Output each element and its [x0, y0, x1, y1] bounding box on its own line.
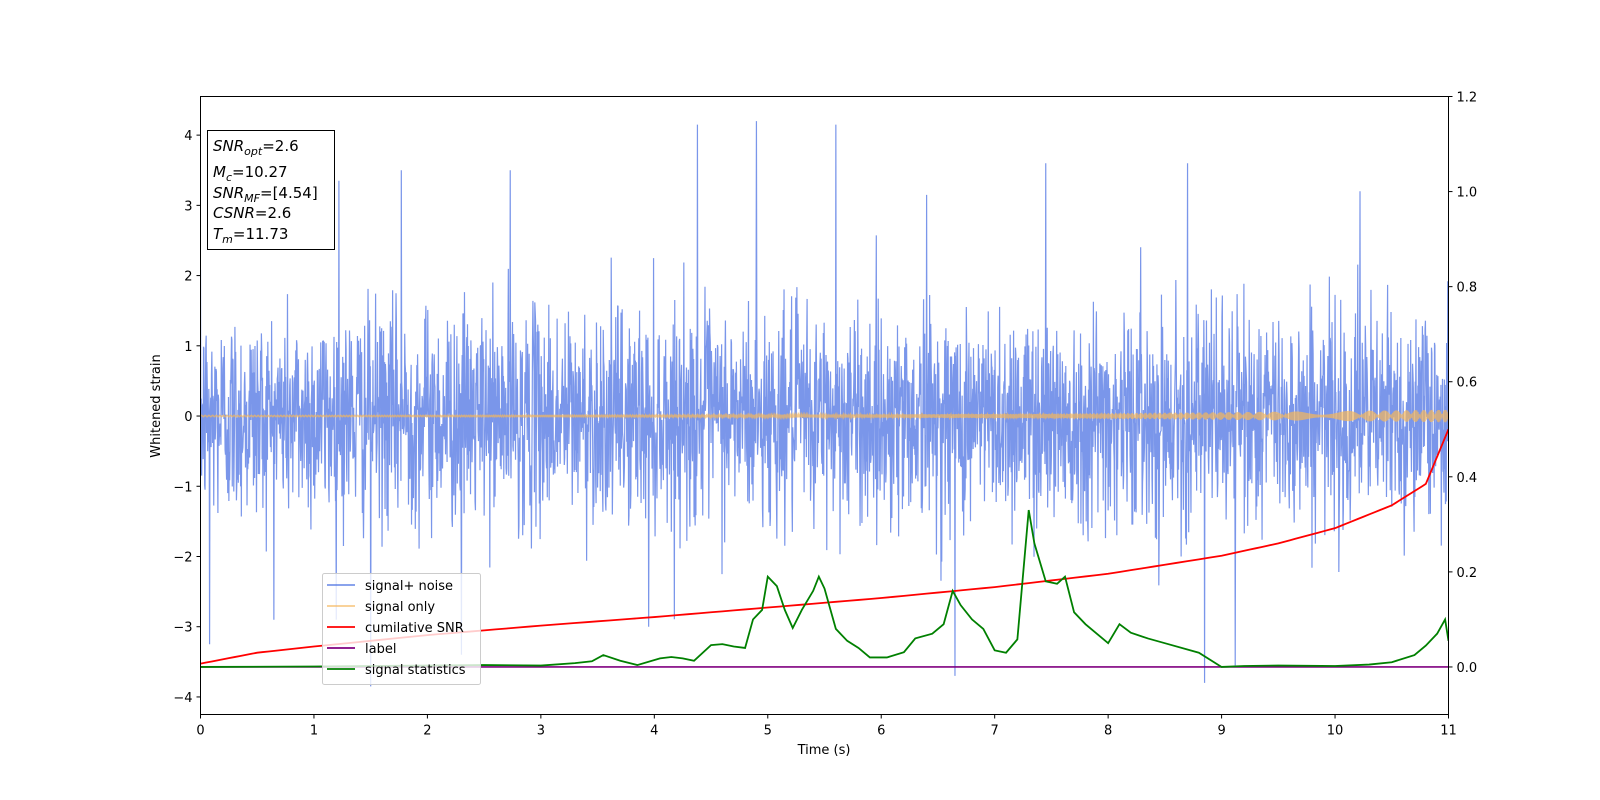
x-tick-label: 5	[764, 724, 772, 739]
y2-tick-label: 0.2	[1457, 566, 1478, 581]
y-tick-label: −4	[173, 691, 192, 706]
legend: signal+ noise signal only cumilative SNR la…	[322, 573, 481, 685]
series-signal-only-line	[200, 409, 1449, 423]
x-tick-label: 1	[310, 724, 318, 739]
legend-entry-label: label	[365, 642, 396, 657]
x-tick-label: 7	[991, 724, 999, 739]
annotation-line: Mc=10.27	[213, 163, 288, 184]
legend-entry-label: signal statistics	[365, 663, 466, 678]
y2-tick-label: 0.4	[1457, 471, 1478, 486]
x-tick-label: 11	[1440, 724, 1457, 739]
annotation-line: SNRopt=2.6	[213, 137, 299, 158]
annotation-line: Tm=11.73	[213, 225, 288, 246]
legend-entry-label: cumilative SNR	[365, 621, 464, 636]
annotation-line: SNRMF=[4.54]	[213, 184, 318, 205]
y-tick-label: 2	[184, 270, 192, 285]
plot-frame	[200, 96, 1449, 715]
y-tick-label: 3	[184, 199, 192, 214]
legend-entry-label: signal+ noise	[365, 579, 453, 594]
x-tick-label: 10	[1327, 724, 1344, 739]
y-tick-label: −1	[173, 480, 192, 495]
x-tick-label: 0	[196, 724, 204, 739]
series-signal-statistics-line	[200, 509, 1449, 668]
y-tick-label: 0	[184, 410, 192, 425]
series-signal-noise-line	[200, 121, 1449, 687]
axis-ticks: 0 1 2 3 4 5 6 7 8 9 10 11 −4 −3 −2 −1 0 1 2 3 4 0.0 0.2 0.4 0.6 0…	[173, 91, 1477, 739]
y-tick-label: 1	[184, 340, 192, 355]
y2-tick-label: 0.6	[1457, 376, 1478, 391]
y2-tick-label: 0.8	[1457, 281, 1478, 296]
annotation-line: CSNR=2.6	[213, 204, 291, 222]
x-tick-label: 2	[423, 724, 431, 739]
y-tick-label: 4	[184, 129, 192, 144]
y2-tick-label: 0.0	[1457, 661, 1478, 676]
y2-tick-label: 1.2	[1457, 91, 1478, 106]
y-tick-label: −3	[173, 621, 192, 636]
x-tick-label: 8	[1104, 724, 1112, 739]
y-tick-label: −2	[173, 550, 192, 565]
x-axis-label: Time (s)	[797, 743, 851, 758]
legend-frame	[322, 573, 481, 685]
annotation-frame	[207, 130, 335, 250]
legend-entry-label: signal only	[365, 600, 435, 615]
x-tick-label: 6	[877, 724, 885, 739]
x-tick-label: 3	[537, 724, 545, 739]
y2-tick-label: 1.0	[1457, 186, 1478, 201]
x-tick-label: 4	[650, 724, 658, 739]
y-axis-label: Whitened strain	[149, 354, 164, 457]
x-tick-label: 9	[1217, 724, 1225, 739]
